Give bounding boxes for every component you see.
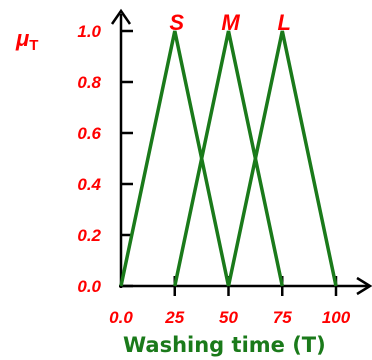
- membership-functions: [119, 30, 338, 287]
- x-tick-label: 75: [273, 308, 292, 327]
- series-l-label: L: [278, 10, 291, 35]
- x-tick-label: 25: [164, 308, 184, 327]
- ticks: 0.0 0.2 0.4 0.6 0.8 1.0 0.0 25 50 75 100: [77, 22, 350, 327]
- y-tick-label: 1.0: [77, 22, 101, 41]
- x-tick-label: 100: [322, 308, 351, 327]
- series-l-line: [226, 30, 338, 287]
- y-tick-label: 0.8: [77, 73, 101, 92]
- x-axis-label: Washing time (T): [123, 333, 326, 357]
- x-axis-arrow: [356, 276, 372, 296]
- series-s-line: [119, 30, 231, 287]
- y-axis-label: μT: [15, 26, 38, 54]
- x-tick-label: 0.0: [109, 308, 133, 327]
- labels: μT Washing time (T) S M L: [15, 10, 326, 357]
- series-s-label: S: [169, 10, 184, 35]
- series-m-line: [173, 30, 285, 287]
- axes: [110, 8, 372, 296]
- y-tick-label: 0.2: [77, 226, 101, 245]
- y-tick-label: 0.0: [77, 277, 101, 296]
- x-tick-label: 50: [219, 308, 238, 327]
- y-tick-label: 0.6: [77, 124, 101, 143]
- series-m-label: M: [221, 10, 240, 35]
- y-tick-label: 0.4: [77, 175, 101, 194]
- y-axis-arrow: [110, 8, 132, 25]
